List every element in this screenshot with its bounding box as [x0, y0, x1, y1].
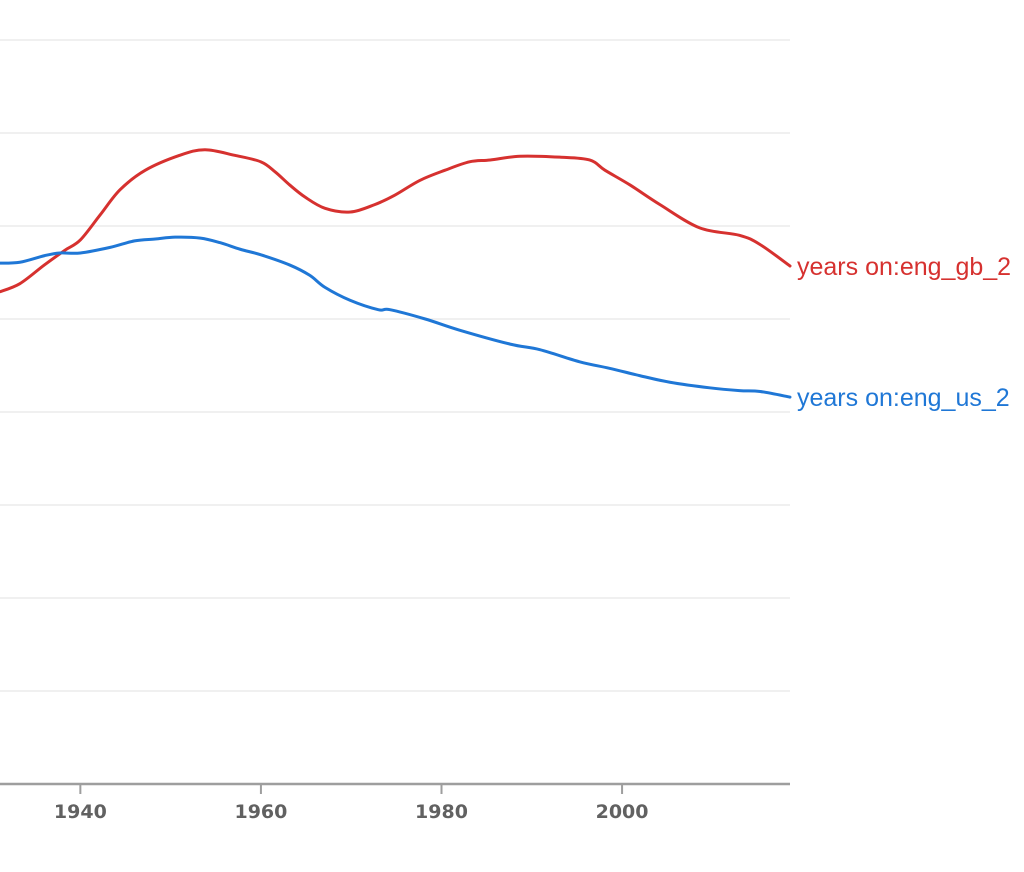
x-tick-label: 1960: [234, 801, 287, 823]
gridlines: [0, 39, 790, 692]
x-axis: 1940 1960 1980 2000: [0, 782, 790, 823]
series-label-0[interactable]: years on:eng_gb_2: [797, 253, 1011, 281]
series-label-1[interactable]: years on:eng_us_2: [797, 384, 1010, 412]
series-line-0[interactable]: [0, 148, 792, 294]
x-tick-label: 1980: [415, 801, 468, 823]
series-lines: [0, 148, 792, 399]
x-tick-label: 2000: [596, 801, 649, 823]
series-line-1[interactable]: [0, 235, 792, 399]
x-tick-label: 1940: [54, 801, 107, 823]
